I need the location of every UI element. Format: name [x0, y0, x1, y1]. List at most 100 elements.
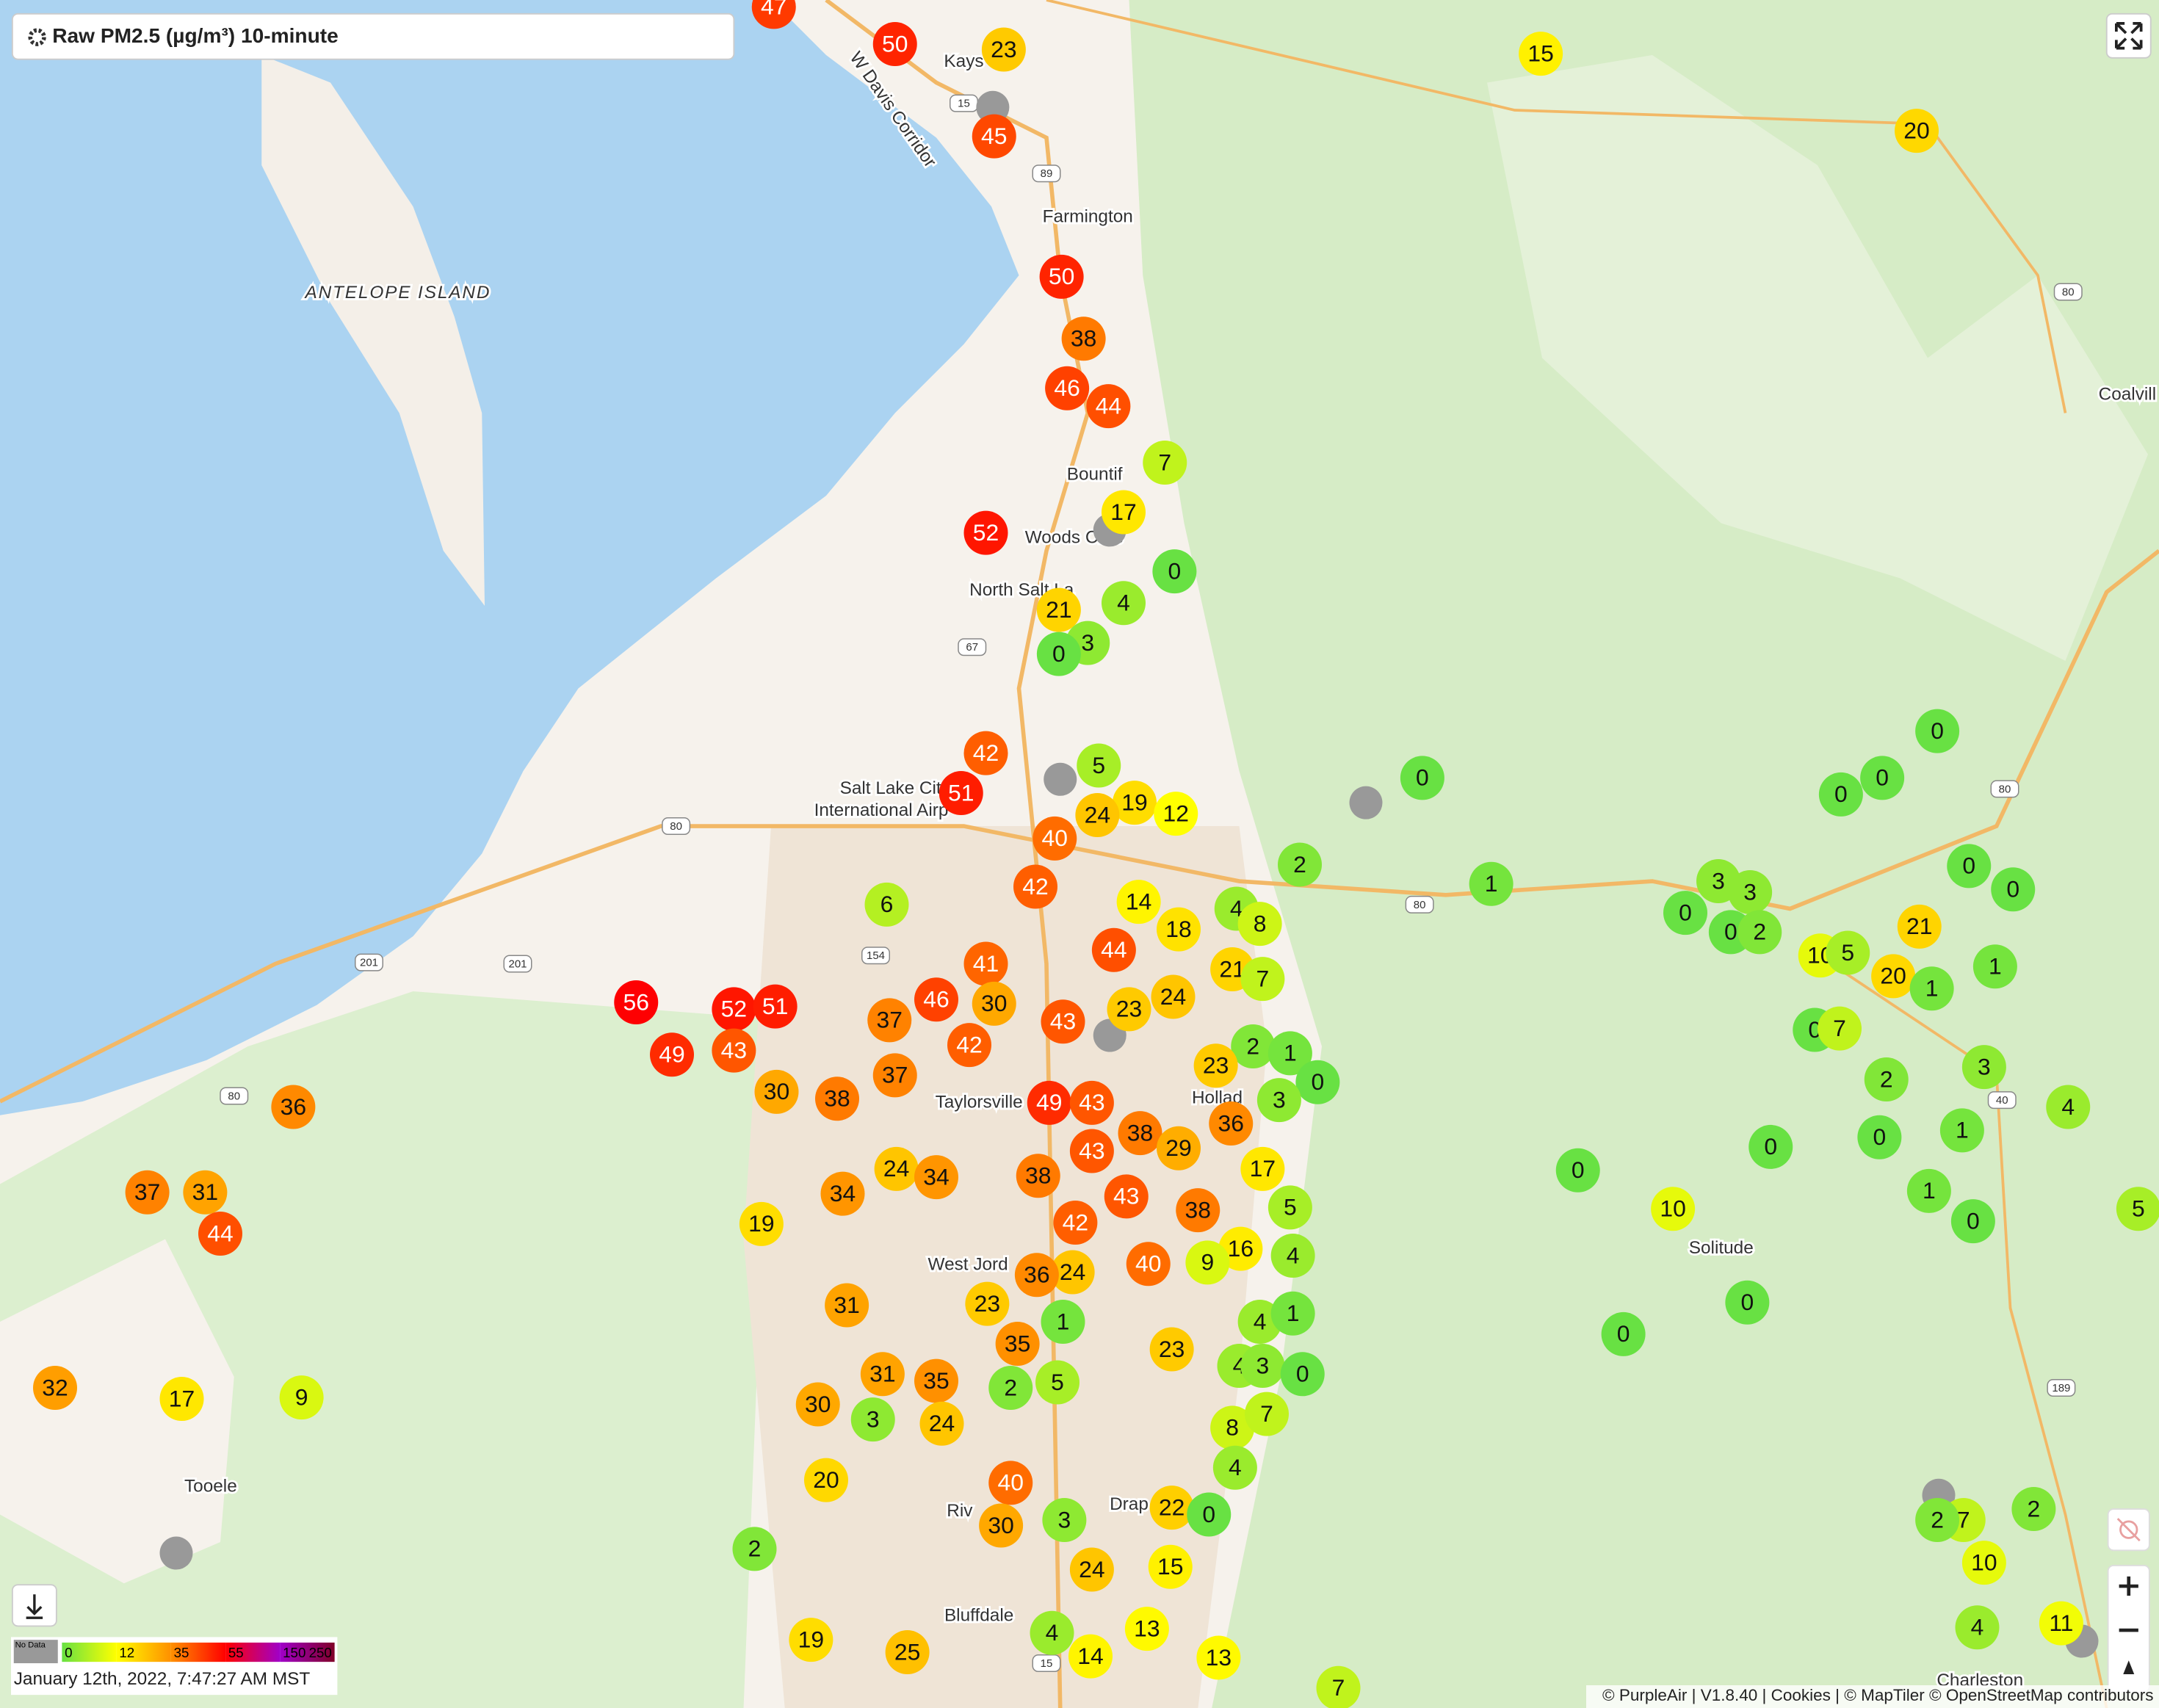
sensor-marker[interactable]: [1193, 1043, 1238, 1088]
sensor-marker[interactable]: [1519, 32, 1563, 76]
sensor-marker[interactable]: [1955, 1605, 2000, 1650]
sensor-marker[interactable]: [1116, 880, 1161, 924]
sensor[interactable]: 0: [1295, 1060, 1340, 1104]
sensor-marker[interactable]: [1039, 254, 1084, 299]
sensor[interactable]: 4: [1270, 1234, 1315, 1278]
sensor[interactable]: 32: [33, 1366, 77, 1411]
sensor-marker[interactable]: [1240, 1146, 1285, 1191]
sensor-marker[interactable]: [1240, 1344, 1285, 1389]
sensor[interactable]: 12: [1154, 792, 1198, 836]
sensor-marker[interactable]: [1871, 954, 1916, 999]
sensor-marker[interactable]: [1895, 109, 1939, 153]
sensor[interactable]: 0: [1400, 756, 1444, 800]
sensor-marker[interactable]: [1187, 1492, 1232, 1537]
sensor[interactable]: 43: [1069, 1129, 1114, 1173]
sensor-marker[interactable]: [864, 882, 909, 927]
sensor-marker[interactable]: [1118, 1111, 1162, 1156]
sensor-marker[interactable]: [1278, 842, 1322, 887]
sensor[interactable]: 19: [789, 1618, 833, 1662]
sensor[interactable]: 0: [1187, 1492, 1232, 1537]
sensor-marker[interactable]: [1237, 1300, 1282, 1345]
sensor[interactable]: 7: [1818, 1006, 1862, 1051]
sensor[interactable]: 21: [1036, 587, 1081, 632]
sensor[interactable]: 23: [965, 1281, 1010, 1326]
sensor[interactable]: 43: [1069, 1080, 1114, 1125]
sensor[interactable]: 29: [1157, 1126, 1201, 1170]
sensor-marker[interactable]: [1041, 999, 1085, 1044]
sensor[interactable]: 0: [1991, 867, 2036, 912]
sensor[interactable]: 44: [198, 1212, 242, 1256]
sensor-marker[interactable]: [1086, 384, 1131, 429]
sensor[interactable]: 30: [979, 1503, 1024, 1548]
sensor[interactable]: 8: [1237, 902, 1282, 947]
sensor[interactable]: 49: [1027, 1080, 1071, 1125]
sensor[interactable]: 37: [867, 998, 912, 1043]
sensor[interactable]: 0: [1950, 1199, 1995, 1244]
sensor[interactable]: 40: [1033, 816, 1077, 861]
sensor[interactable]: 20: [1871, 954, 1916, 999]
sensor[interactable]: 35: [995, 1322, 1040, 1367]
sensor[interactable]: 2: [2011, 1487, 2056, 1532]
sensor-marker[interactable]: [739, 1201, 784, 1246]
sensor-marker[interactable]: [914, 1155, 958, 1200]
sensor-marker[interactable]: [1961, 1045, 2006, 1090]
sensor-marker[interactable]: [1041, 1300, 1085, 1345]
sensor-marker[interactable]: [1256, 1078, 1301, 1123]
sensor-marker[interactable]: [1267, 1031, 1312, 1076]
sensor-marker[interactable]: [1972, 944, 2017, 989]
sensor[interactable]: 24: [919, 1401, 964, 1446]
sensor[interactable]: 3: [1961, 1045, 2006, 1090]
sensor-marker[interactable]: [972, 981, 1016, 1026]
sensor[interactable]: 44: [1091, 927, 1136, 972]
download-button[interactable]: [11, 1584, 57, 1627]
sensor[interactable]: 0: [1663, 891, 1707, 936]
sensor[interactable]: 0: [1725, 1280, 1770, 1325]
sensor-marker[interactable]: [2046, 1085, 2091, 1129]
sensor-marker[interactable]: [712, 987, 756, 1032]
sensor[interactable]: 44: [1086, 384, 1131, 429]
sensor-marker[interactable]: [1033, 816, 1077, 861]
sensor[interactable]: 3: [1728, 870, 1773, 915]
sensor-marker[interactable]: [963, 941, 1008, 986]
no-data-marker[interactable]: [159, 1536, 193, 1570]
sensor[interactable]: 11: [2039, 1601, 2083, 1646]
no-data-marker[interactable]: [1044, 762, 1077, 796]
sensor[interactable]: 24: [874, 1146, 919, 1191]
sensor-marker[interactable]: [1818, 1006, 1862, 1051]
sensor-marker[interactable]: [1991, 867, 2036, 912]
sensor[interactable]: 17: [159, 1377, 204, 1422]
sensor[interactable]: 30: [795, 1382, 840, 1427]
sensor[interactable]: 3: [1256, 1078, 1301, 1123]
sensor-marker[interactable]: [1212, 1445, 1257, 1490]
sensor-marker[interactable]: [183, 1170, 228, 1215]
sensor-marker[interactable]: [914, 977, 958, 1022]
sensor[interactable]: 2: [1737, 910, 1782, 955]
sensor[interactable]: 43: [712, 1028, 756, 1073]
sensor[interactable]: 37: [872, 1053, 917, 1098]
sensor-marker[interactable]: [789, 1618, 833, 1662]
sensor-marker[interactable]: [1950, 1199, 1995, 1244]
sensor[interactable]: 5: [1035, 1360, 1080, 1405]
sensor[interactable]: 2: [1278, 842, 1322, 887]
sensor[interactable]: 19: [1113, 781, 1157, 825]
sensor-marker[interactable]: [981, 27, 1026, 72]
sensor[interactable]: 51: [753, 984, 798, 1029]
sensor[interactable]: 31: [825, 1283, 869, 1328]
sensor-marker[interactable]: [1151, 974, 1196, 1019]
sensor[interactable]: 50: [872, 22, 917, 67]
sensor-marker[interactable]: [874, 1146, 919, 1191]
sensor[interactable]: 38: [1016, 1154, 1060, 1198]
sensor[interactable]: 52: [712, 987, 756, 1032]
sensor[interactable]: 24: [1075, 793, 1120, 838]
sensor-marker[interactable]: [988, 1461, 1033, 1505]
sensor-marker[interactable]: [1237, 902, 1282, 947]
sensor-marker[interactable]: [820, 1171, 865, 1216]
sensor[interactable]: 1: [1909, 966, 1954, 1011]
sensor[interactable]: 4: [2046, 1085, 2091, 1129]
sensor[interactable]: 2: [1915, 1498, 1960, 1543]
sensor[interactable]: 13: [1196, 1635, 1241, 1680]
sensor[interactable]: 7: [1245, 1392, 1289, 1436]
sensor[interactable]: 45: [972, 114, 1016, 159]
sensor-marker[interactable]: [1860, 756, 1905, 800]
sensor[interactable]: 46: [1045, 366, 1090, 410]
